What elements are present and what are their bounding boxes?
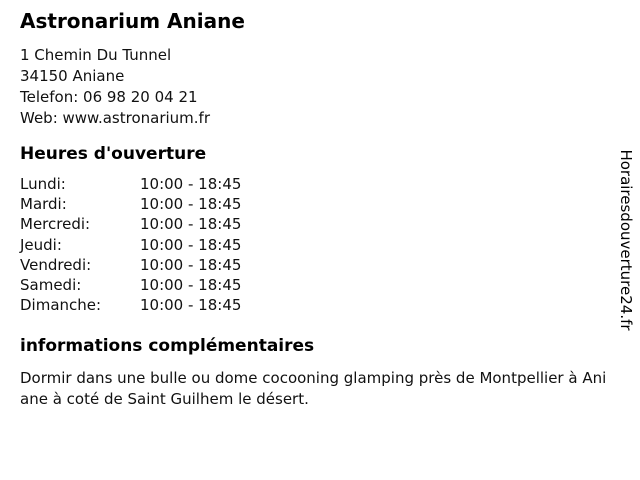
day-label: Lundi:: [20, 175, 66, 193]
address-block: 1 Chemin Du Tunnel 34150 Aniane Telefon:…: [20, 45, 620, 129]
additional-info-heading: informations complémentaires: [20, 336, 315, 357]
day-label: Samedi:: [20, 276, 82, 295]
phone-line: Telefon: 06 98 20 04 21: [20, 88, 198, 106]
hours-row-thursday: Jeudi: 10:00 - 18:45: [20, 235, 620, 255]
time-value: 10:00 - 18:45: [140, 255, 242, 274]
day-label: Jeudi:: [20, 235, 62, 254]
hours-row-sunday: Dimanche: 10:00 - 18:45: [20, 295, 620, 315]
hours-row-wednesday: Mercredi: 10:00 - 18:45: [20, 214, 620, 234]
hours-row-saturday: Samedi: 10:00 - 18:45: [20, 275, 620, 295]
hours-row-monday: Lundi: 10:00 - 18:45: [20, 174, 620, 194]
hours-heading: Heures d'ouverture: [20, 144, 207, 164]
additional-info-text: Dormir dans une bulle ou dome cocooning …: [20, 369, 607, 409]
day-label: Mercredi:: [20, 215, 91, 234]
time-value: 10:00 - 18:45: [140, 195, 242, 214]
time-value: 10:00 - 18:45: [140, 276, 242, 295]
watermark-vertical-text: Horairesdouverture24.fr: [617, 149, 635, 331]
page-content: Astronarium Aniane 1 Chemin Du Tunnel 34…: [20, 0, 620, 410]
day-label: Mardi:: [20, 195, 67, 214]
time-value: 10:00 - 18:45: [140, 175, 242, 193]
day-label: Vendredi:: [20, 255, 92, 274]
hours-row-friday: Vendredi: 10:00 - 18:45: [20, 255, 620, 275]
day-label: Dimanche:: [20, 296, 102, 315]
address-line-street: 1 Chemin Du Tunnel: [20, 46, 172, 64]
hours-table: Lundi: 10:00 - 18:45 Mardi: 10:00 - 18:4…: [20, 174, 620, 315]
time-value: 10:00 - 18:45: [140, 215, 242, 234]
website-line: Web: www.astronarium.fr: [20, 109, 210, 127]
time-value: 10:00 - 18:45: [140, 235, 242, 254]
page-title: Astronarium Aniane: [20, 9, 245, 33]
address-line-city: 34150 Aniane: [20, 67, 125, 85]
hours-row-tuesday: Mardi: 10:00 - 18:45: [20, 194, 620, 214]
time-value: 10:00 - 18:45: [140, 296, 242, 315]
